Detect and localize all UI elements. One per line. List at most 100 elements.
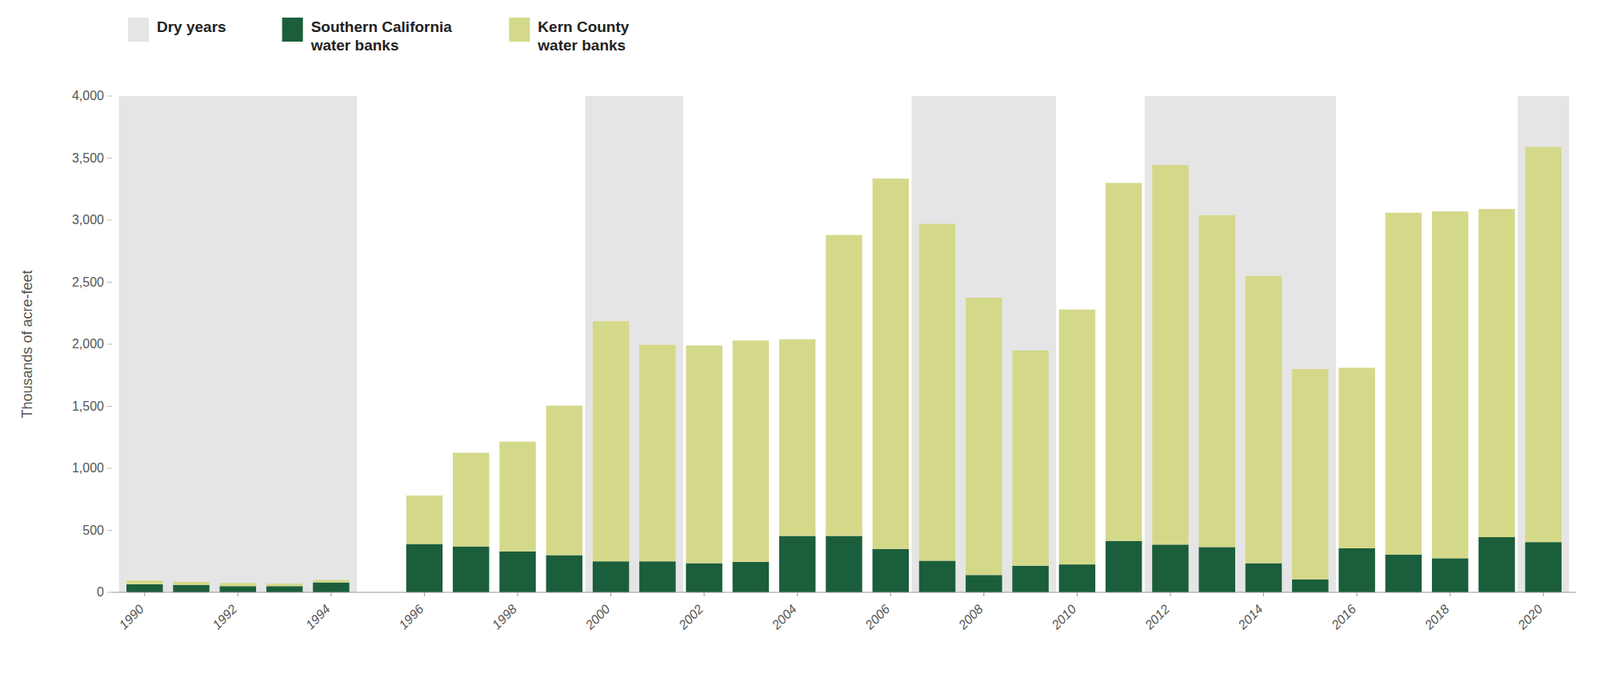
chart: 1990199219941996199820002002200420062008… [0, 0, 1600, 674]
bar [1059, 564, 1096, 592]
bar [779, 535, 816, 592]
x-tick-label: 2004 [768, 601, 800, 632]
bar [1152, 164, 1188, 544]
bar [1105, 540, 1142, 592]
y-tick-label: 500 [82, 523, 104, 537]
bar [1059, 309, 1096, 565]
bar [1105, 183, 1142, 541]
bar [1012, 565, 1048, 592]
bar [546, 555, 583, 593]
bar [1524, 147, 1561, 543]
legend-label-line: water banks [310, 36, 400, 54]
y-tick-label: 3,000 [72, 212, 104, 227]
x-tick [610, 592, 612, 596]
bar [452, 546, 489, 592]
legend-swatch [508, 17, 530, 42]
plot-area [119, 96, 1570, 592]
bar [685, 563, 722, 592]
dry-band [305, 96, 357, 592]
bar [872, 178, 909, 549]
bar [919, 224, 956, 561]
dry-band [912, 96, 1057, 592]
bar [639, 560, 676, 592]
bar [220, 582, 256, 586]
bar [312, 580, 349, 583]
bar [592, 560, 629, 592]
bar [452, 452, 489, 547]
y-tick [107, 405, 112, 407]
bar [172, 584, 209, 592]
x-tick [1263, 592, 1264, 596]
bar [592, 320, 629, 561]
bar [1292, 368, 1328, 580]
bar [639, 344, 676, 561]
legend-swatch [282, 17, 304, 42]
y-tick-label: 4,000 [72, 88, 104, 103]
legend-item: Kern Countywater banks [508, 17, 629, 54]
legend-label-line: Kern County [537, 18, 629, 36]
x-tick-label: 2018 [1421, 601, 1452, 632]
x-tick [1543, 592, 1544, 596]
x-tick [144, 592, 145, 596]
bar [172, 581, 209, 585]
legend-label: Southern Californiawater banks [310, 18, 453, 54]
dry-band [1144, 96, 1336, 592]
bar [779, 339, 816, 536]
bar [546, 405, 583, 556]
dry-band [119, 96, 311, 592]
y-tick [107, 592, 112, 593]
bar [1245, 276, 1282, 564]
bar [406, 544, 443, 592]
y-tick-label: 2,000 [72, 336, 104, 351]
y-tick [107, 281, 112, 283]
y-tick-label: 1,000 [72, 460, 104, 475]
bar [965, 574, 1002, 592]
bar [1292, 579, 1328, 592]
y-tick [107, 344, 112, 345]
bar [1245, 563, 1282, 592]
bar [220, 585, 256, 592]
y-tick [107, 220, 112, 221]
bar [1152, 544, 1188, 592]
legend: Dry years Southern Californiawater banks K… [128, 17, 630, 54]
legend-label-line: water banks [536, 36, 626, 54]
legend-label: Kern Countywater banks [536, 18, 629, 54]
x-tick [517, 592, 519, 596]
bar [1524, 541, 1561, 592]
x-tick [704, 592, 705, 596]
x-tick-label: 2010 [1048, 601, 1080, 632]
x-tick-label: 2000 [582, 601, 613, 632]
y-tick [107, 157, 112, 159]
x-tick [1449, 592, 1451, 596]
bar [499, 551, 536, 592]
x-tick-label: 1990 [116, 601, 147, 632]
x-tick [237, 592, 239, 596]
bar [1385, 554, 1422, 592]
x-tick-label: 2016 [1328, 601, 1359, 632]
bar [1338, 548, 1375, 592]
x-axis-line [112, 592, 1576, 593]
x-tick-label: 2014 [1235, 601, 1266, 632]
bar [1432, 557, 1468, 592]
x-tick-label: 1998 [489, 601, 520, 632]
bar [312, 582, 349, 592]
x-tick-label: 2012 [1141, 601, 1172, 632]
bar [1199, 215, 1236, 548]
bar [965, 297, 1002, 575]
x-tick [330, 592, 332, 596]
y-tick-label: 1,500 [72, 399, 104, 413]
bar [872, 548, 909, 592]
x-tick-label: 1994 [303, 601, 333, 632]
x-tick [424, 592, 425, 596]
bar [732, 561, 769, 592]
x-tick-label: 1996 [396, 601, 426, 632]
bar [266, 583, 303, 586]
legend-swatch [128, 17, 149, 42]
bar [1478, 208, 1515, 537]
bar [499, 441, 536, 552]
bar [1012, 350, 1048, 566]
x-tick [1169, 592, 1171, 596]
bar [919, 560, 956, 592]
bar [825, 235, 862, 536]
legend-label-line: Dry years [156, 18, 227, 36]
